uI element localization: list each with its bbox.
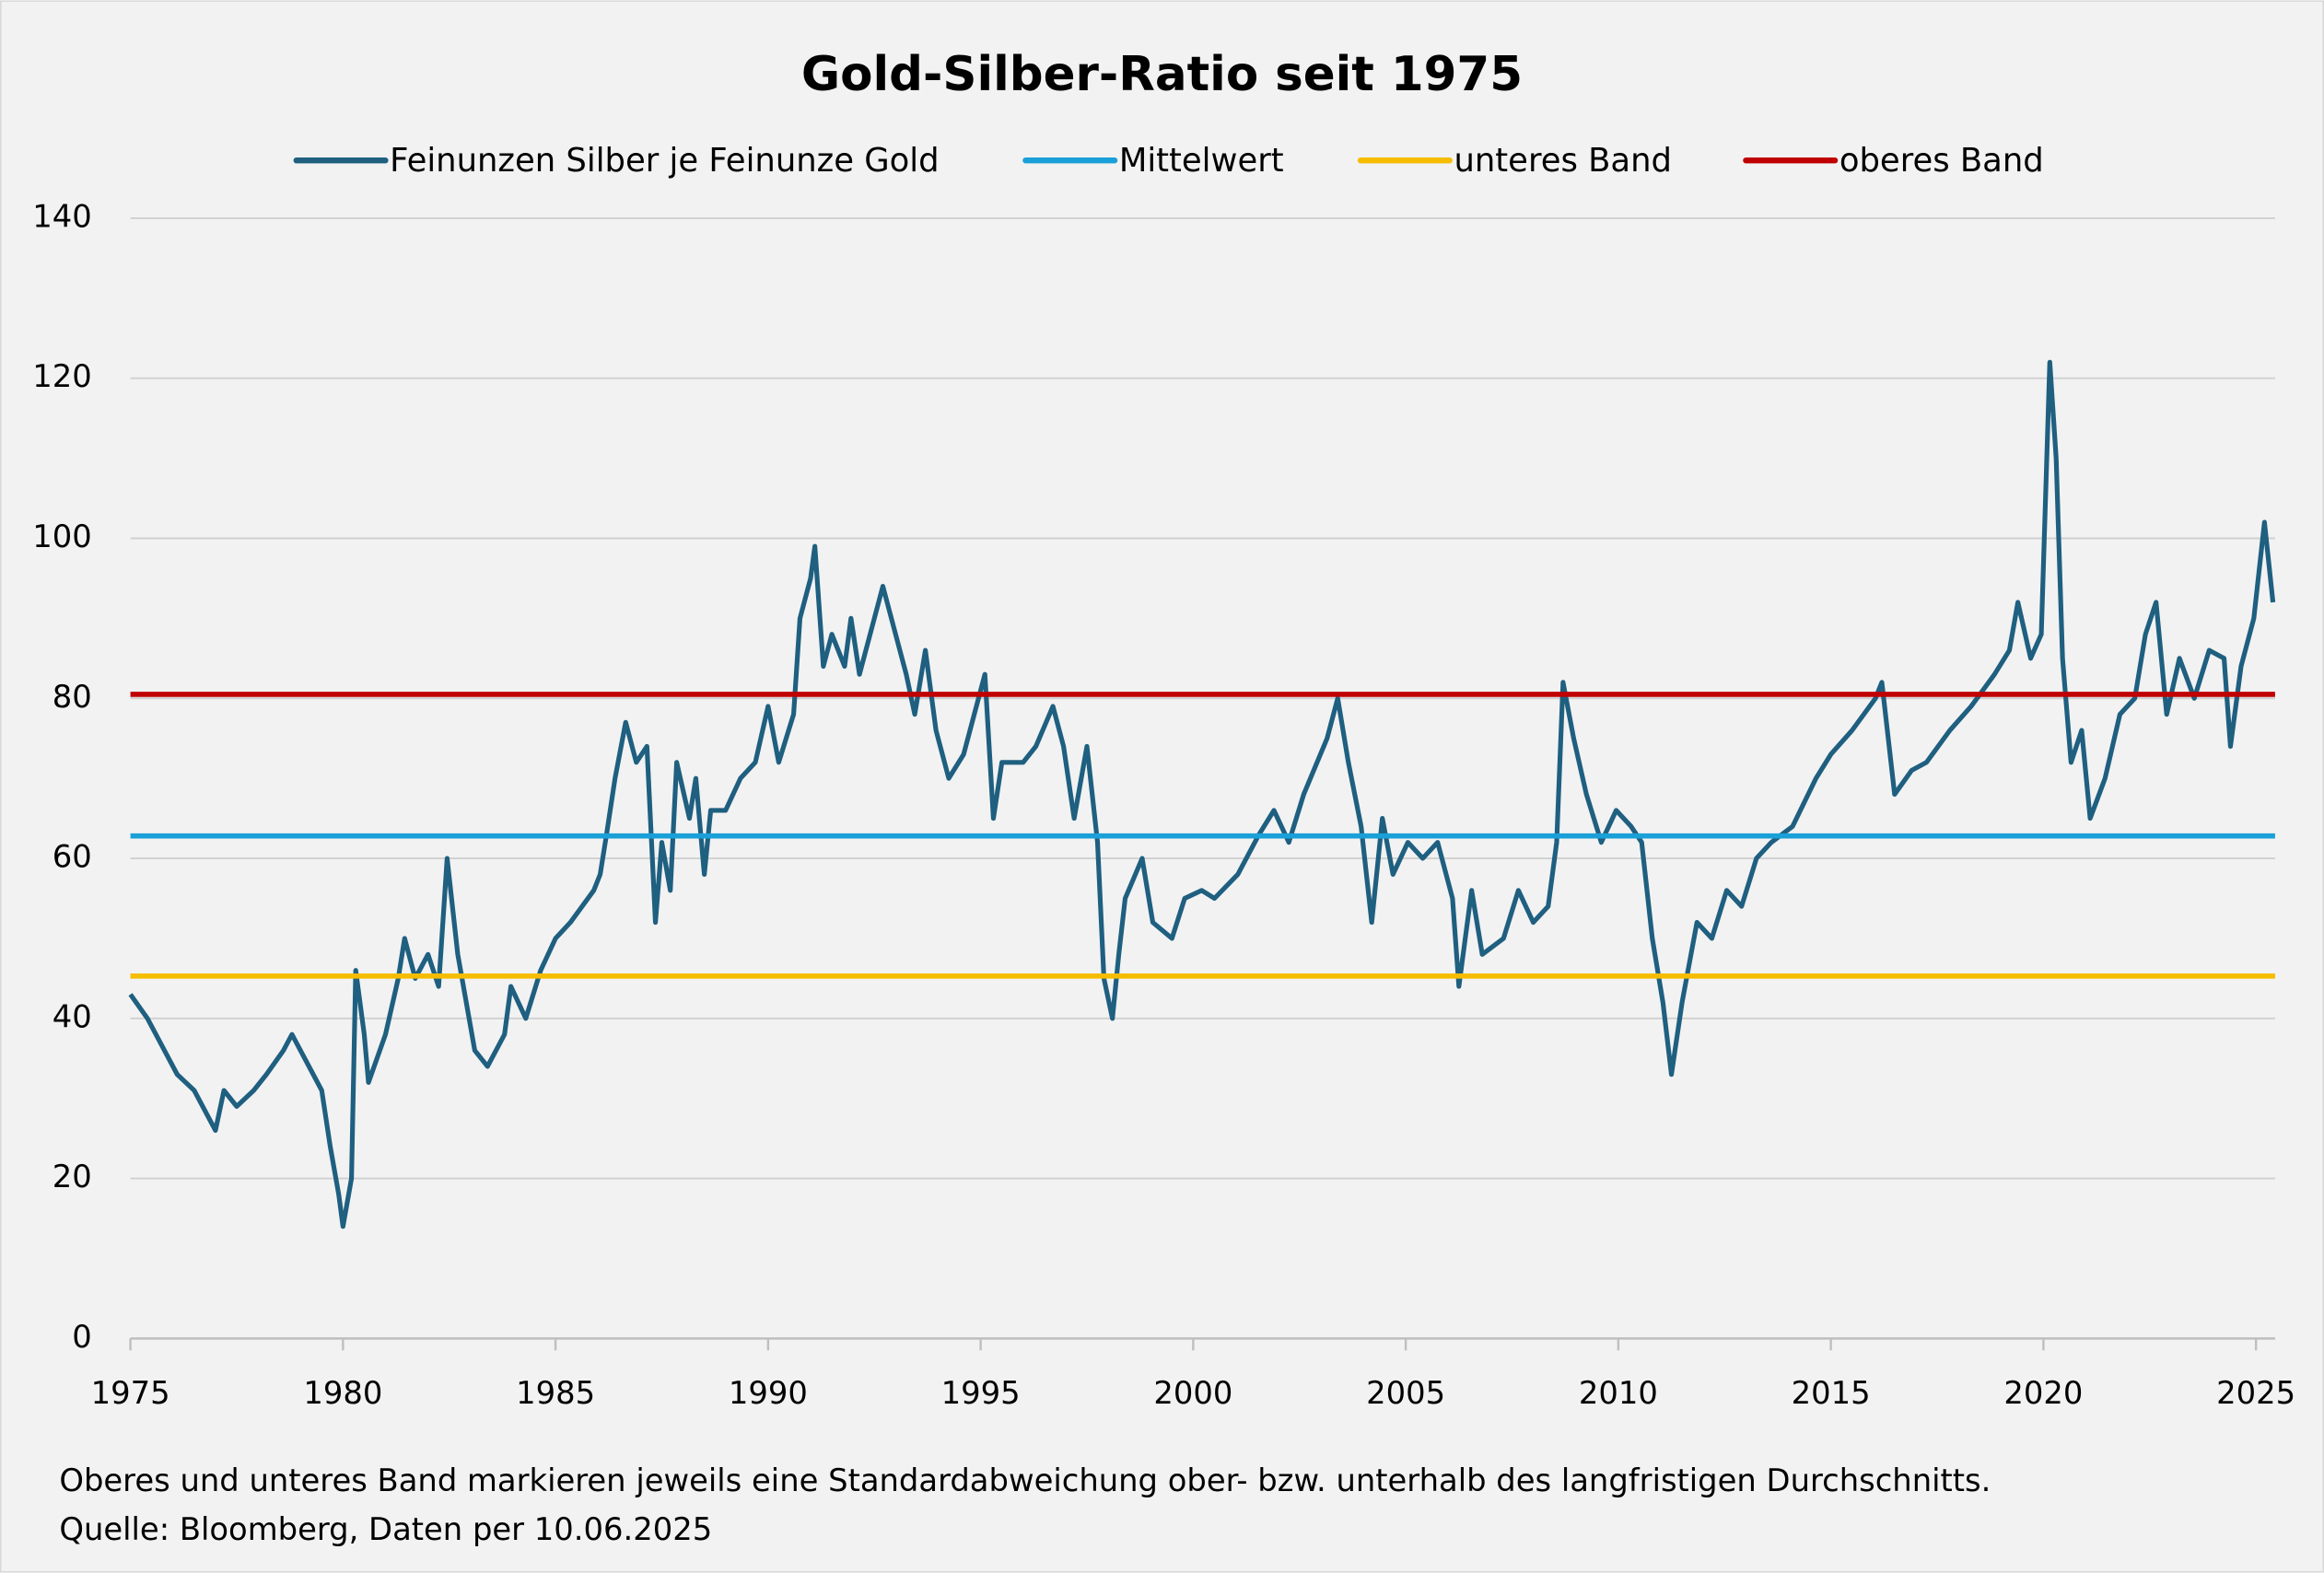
legend-label: Mittelwert xyxy=(1119,142,1284,180)
chart-title: Gold-Silber-Ratio seit 1975 xyxy=(801,47,1523,102)
x-tick-label: 1995 xyxy=(941,1375,1021,1411)
legend-label: Feinunzen Silber je Feinunze Gold xyxy=(390,142,939,180)
y-tick-label: 20 xyxy=(53,1159,92,1194)
x-tick-label: 2000 xyxy=(1153,1375,1232,1411)
x-tick-label: 2015 xyxy=(1792,1375,1871,1411)
note: Quelle: Bloomberg, Daten per 10.06.2025 xyxy=(59,1511,712,1547)
y-tick-label: 60 xyxy=(53,839,92,875)
x-tick-label: 2020 xyxy=(2003,1375,2083,1411)
x-tick-label: 2005 xyxy=(1366,1375,1445,1411)
x-tick-label: 1990 xyxy=(729,1375,808,1411)
y-tick-label: 80 xyxy=(53,679,92,715)
legend-label: unteres Band xyxy=(1454,142,1672,180)
x-tick-label: 2025 xyxy=(2216,1375,2295,1411)
x-tick-label: 1975 xyxy=(91,1375,170,1411)
x-tick-label: 1985 xyxy=(516,1375,595,1411)
note: Oberes und unteres Band markieren jeweil… xyxy=(59,1462,1991,1498)
legend-label: oberes Band xyxy=(1839,142,2044,180)
y-tick-label: 120 xyxy=(32,358,91,394)
y-tick-label: 40 xyxy=(53,998,92,1034)
y-tick-label: 140 xyxy=(32,198,91,234)
y-tick-label: 100 xyxy=(32,519,91,554)
x-tick-label: 1980 xyxy=(303,1375,382,1411)
y-tick-label: 0 xyxy=(72,1319,92,1355)
x-tick-label: 2010 xyxy=(1579,1375,1658,1411)
